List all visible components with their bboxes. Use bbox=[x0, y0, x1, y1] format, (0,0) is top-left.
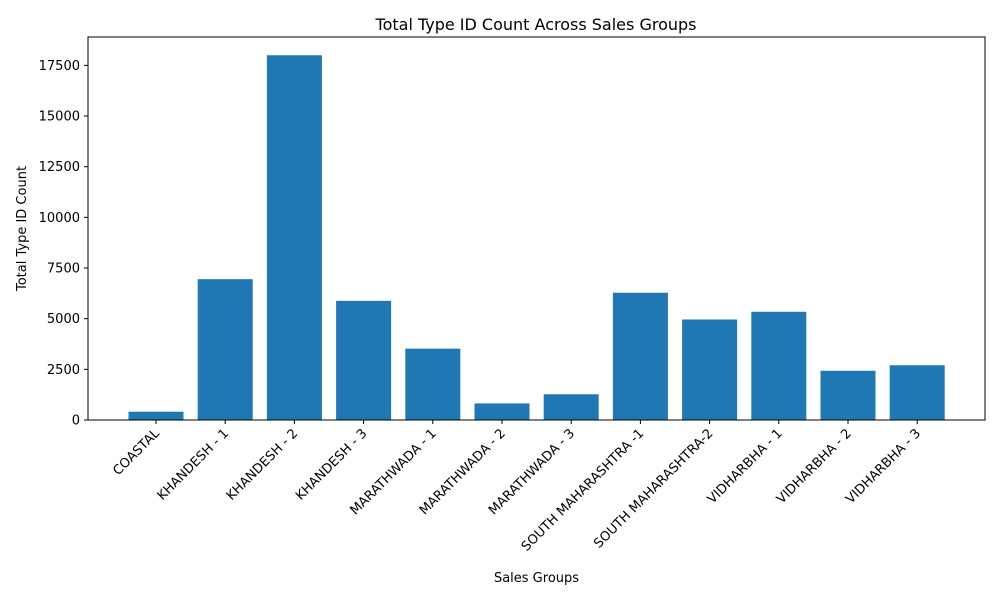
bar-6 bbox=[543, 394, 599, 420]
x-tick-label-0: COASTAL bbox=[110, 426, 163, 479]
chart-title: Total Type ID Count Across Sales Groups bbox=[375, 15, 697, 34]
bar-5 bbox=[474, 403, 530, 420]
bar-4 bbox=[405, 348, 461, 420]
plot-frame bbox=[87, 36, 986, 421]
y-axis-ticks: 0 2500 5000 7500 10000 12500 15000 17500 bbox=[39, 59, 88, 429]
y-tick-label-7: 17500 bbox=[39, 59, 80, 74]
y-tick-label-5: 12500 bbox=[39, 160, 80, 175]
x-tick-label-11: VIDHARBHA - 3 bbox=[843, 426, 924, 507]
y-tick-label-3: 7500 bbox=[47, 262, 80, 277]
bar-9 bbox=[751, 311, 807, 420]
bar-3 bbox=[336, 300, 392, 420]
bar-11 bbox=[889, 365, 945, 420]
y-tick-label-4: 10000 bbox=[39, 211, 80, 226]
y-tick-label-6: 15000 bbox=[39, 110, 80, 125]
y-tick-label-1: 2500 bbox=[47, 363, 80, 378]
x-tick-label-2: KHANDESH - 2 bbox=[224, 426, 301, 503]
bar-8 bbox=[682, 319, 738, 420]
x-tick-label-9: VIDHARBHA - 1 bbox=[705, 426, 786, 507]
x-tick-label-10: VIDHARBHA - 2 bbox=[774, 426, 855, 507]
bar-7 bbox=[612, 292, 668, 420]
x-tick-label-8: SOUTH MAHARASHTRA-2 bbox=[591, 426, 716, 551]
bar-1 bbox=[197, 279, 253, 420]
y-tick-label-2: 5000 bbox=[47, 312, 80, 327]
x-axis-label: Sales Groups bbox=[494, 571, 579, 586]
y-axis-label: Total Type ID Count bbox=[15, 166, 30, 292]
bar-2 bbox=[266, 55, 322, 421]
bar-10 bbox=[820, 370, 876, 420]
x-tick-label-7: SOUTH MAHARASHTRA -1 bbox=[519, 426, 647, 554]
bar-0 bbox=[128, 411, 184, 420]
y-tick-label-0: 0 bbox=[72, 414, 80, 429]
bars-group bbox=[128, 55, 945, 421]
x-tick-label-3: KHANDESH - 3 bbox=[293, 426, 370, 503]
x-tick-label-1: KHANDESH - 1 bbox=[155, 426, 232, 503]
